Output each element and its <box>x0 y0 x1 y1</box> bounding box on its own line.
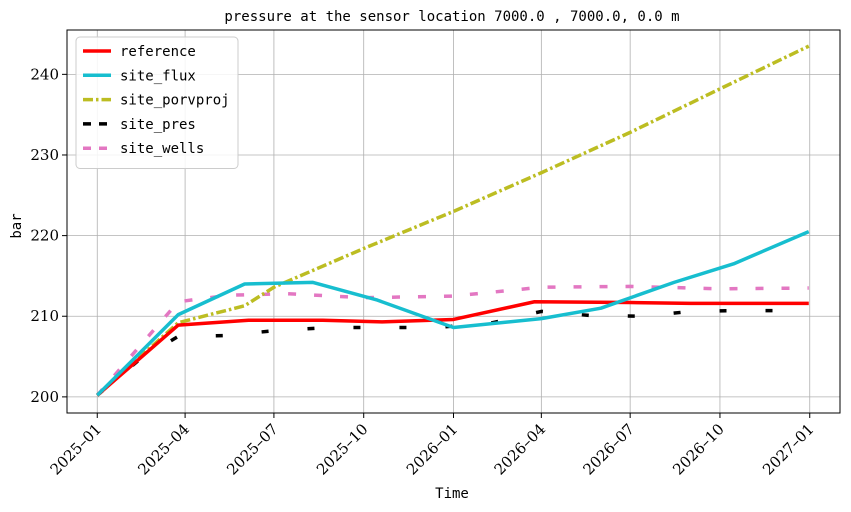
series-line-site-flux <box>96 229 810 397</box>
chart-title: pressure at the sensor location 7000.0 ,… <box>224 9 679 25</box>
y-tick-label: 240 <box>30 65 59 83</box>
series-line-site-pres <box>96 308 780 397</box>
legend-label-site-wells: site_wells <box>120 141 204 157</box>
legend-label-site-flux: site_flux <box>120 68 196 84</box>
y-tick-label: 200 <box>30 388 59 406</box>
legend-box <box>75 36 239 169</box>
legend-label-site-pres: site_pres <box>120 117 196 133</box>
series-line-reference <box>96 299 809 397</box>
y-tick-label: 220 <box>30 227 59 245</box>
legend: reference site_flux site_porvproj site_pres… <box>75 36 239 169</box>
series-line-site-porvproj <box>96 44 810 397</box>
y-tick-label: 210 <box>30 307 59 325</box>
y-axis: 200 210 220 230 240 <box>30 65 67 406</box>
y-axis-label: bar <box>9 213 25 238</box>
legend-label-reference: reference <box>120 44 196 60</box>
legend-label-site-porvproj: site_porvproj <box>120 93 230 109</box>
x-axis-label: Time <box>435 486 469 502</box>
y-tick-label: 230 <box>30 146 59 164</box>
series-layer <box>95 44 810 397</box>
